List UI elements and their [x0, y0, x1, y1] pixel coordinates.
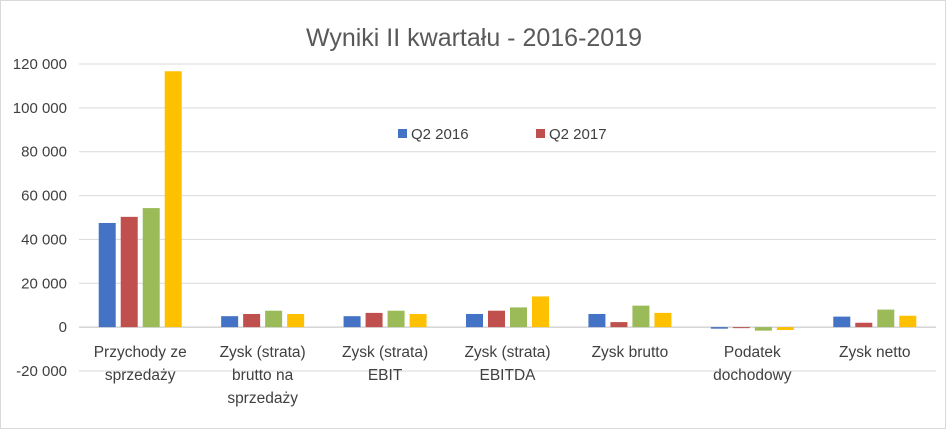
category-label-line: Zysk (strata): [464, 344, 550, 361]
bar: [98, 222, 116, 328]
bar: [710, 327, 728, 329]
legend: Q2 2016 Q2 2017: [398, 126, 607, 143]
y-tick-label: -20 000: [16, 363, 67, 380]
category-label-line: EBIT: [368, 367, 403, 384]
legend-label: Q2 2017: [549, 126, 607, 143]
legend-item: Q2 2016: [398, 126, 469, 143]
bar: [164, 71, 182, 328]
bar: [142, 208, 160, 328]
category-label: Zysk brutto: [592, 344, 669, 361]
y-tick-label: 60 000: [21, 188, 67, 205]
bar: [409, 313, 427, 328]
bar: [343, 316, 361, 328]
category-label-line: dochodowy: [713, 367, 792, 384]
bar: [610, 322, 628, 328]
category-label: Zysk netto: [839, 344, 911, 361]
category-label-line: sprzedaży: [227, 390, 298, 407]
bar: [855, 322, 873, 328]
category-label-line: Zysk (strata): [220, 344, 306, 361]
y-tick-label: 100 000: [13, 100, 67, 117]
y-tick-label: 120 000: [13, 56, 67, 73]
bar: [732, 327, 750, 329]
bar: [365, 312, 383, 328]
bar: [588, 313, 606, 328]
bar: [899, 315, 917, 328]
bar: [632, 305, 650, 328]
bars: [98, 71, 917, 331]
y-tick-label: 40 000: [21, 231, 67, 248]
category-label-line: Przychody ze: [94, 344, 187, 361]
bar: [510, 307, 527, 328]
bar: [265, 310, 283, 328]
bar: [387, 310, 405, 328]
category-label-line: brutto na: [232, 367, 294, 384]
y-tick-label: 0: [59, 319, 67, 336]
gridlines: [79, 63, 936, 372]
bar: [243, 313, 261, 328]
category-label-line: Podatek: [724, 344, 781, 361]
bar: [776, 327, 794, 330]
bar: [488, 310, 505, 328]
category-label-line: sprzedaży: [105, 367, 176, 384]
bar: [120, 216, 138, 328]
category-label: Podatek dochodowy: [713, 344, 792, 384]
category-label: Zysk (strata) EBITDA: [464, 344, 550, 384]
bar: [877, 309, 895, 328]
y-tick-label: 20 000: [21, 275, 67, 292]
category-label: Przychody ze sprzedaży: [94, 344, 187, 384]
bar: [532, 296, 549, 328]
bar: [654, 312, 672, 328]
bar: [754, 327, 772, 331]
bar: [287, 313, 305, 328]
category-label: Zysk (strata) brutto na sprzedaży: [220, 344, 306, 407]
category-label-line: Zysk brutto: [592, 344, 669, 361]
x-axis-categories: Przychody ze sprzedaży Zysk (strata) brutto…: [94, 344, 911, 407]
y-tick-label: 80 000: [21, 144, 67, 161]
bar: [221, 316, 239, 328]
chart-title: Wyniki II kwartału - 2016-2019: [306, 24, 642, 52]
category-label-line: Zysk netto: [839, 344, 911, 361]
bar: [466, 313, 483, 328]
category-label-line: Zysk (strata): [342, 344, 428, 361]
y-axis-ticks: 120 000 100 000 80 000 60 000 40 000 20 000 0 -…: [13, 56, 67, 380]
legend-swatch: [398, 129, 407, 138]
legend-swatch: [536, 129, 545, 138]
category-label: Zysk (strata) EBIT: [342, 344, 428, 384]
legend-label: Q2 2016: [411, 126, 469, 143]
bar: [833, 316, 851, 328]
legend-item: Q2 2017: [536, 126, 607, 143]
category-label-line: EBITDA: [480, 367, 537, 384]
